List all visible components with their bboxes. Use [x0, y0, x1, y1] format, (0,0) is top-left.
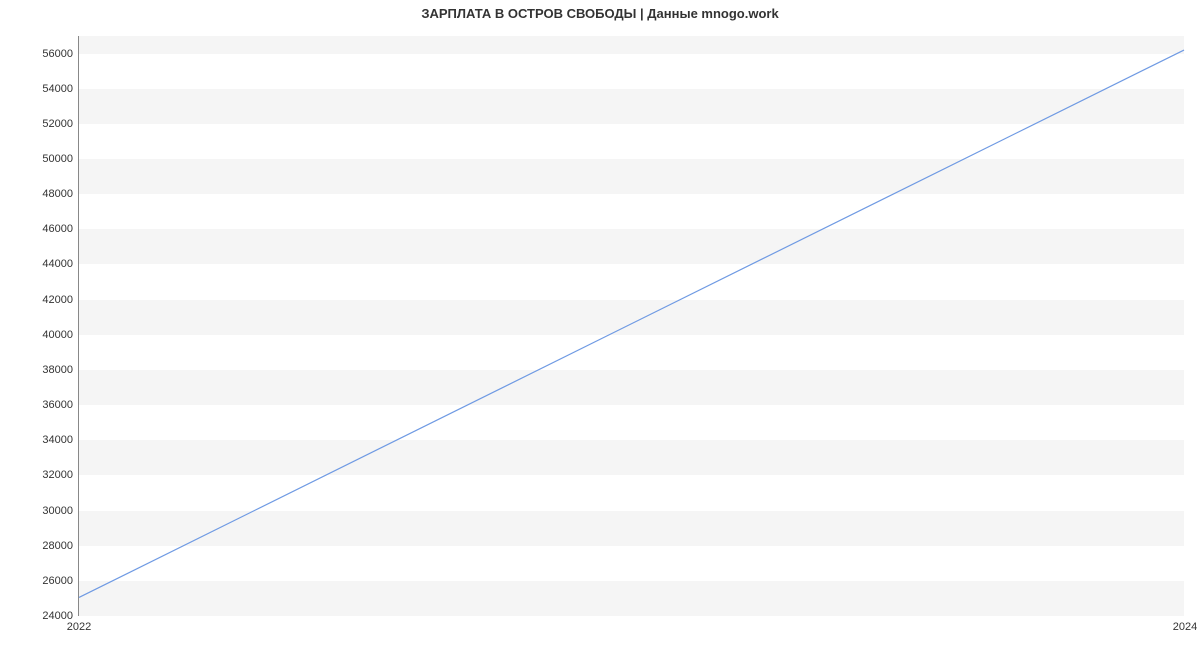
y-tick-label: 48000	[42, 188, 79, 200]
y-tick-label: 50000	[42, 153, 79, 165]
y-tick-label: 28000	[42, 540, 79, 552]
x-tick-label: 2022	[67, 615, 91, 633]
y-tick-label: 44000	[42, 258, 79, 270]
x-tick-label: 2024	[1173, 615, 1197, 633]
line-layer	[79, 36, 1184, 615]
y-tick-label: 36000	[42, 399, 79, 411]
y-tick-label: 40000	[42, 329, 79, 341]
salary-line-chart: ЗАРПЛАТА В ОСТРОВ СВОБОДЫ | Данные mnogo…	[0, 0, 1200, 650]
y-tick-label: 46000	[42, 223, 79, 235]
y-tick-label: 42000	[42, 294, 79, 306]
y-tick-label: 32000	[42, 469, 79, 481]
series-line	[79, 50, 1184, 597]
plot-area: 2400026000280003000032000340003600038000…	[78, 36, 1184, 616]
chart-title: ЗАРПЛАТА В ОСТРОВ СВОБОДЫ | Данные mnogo…	[0, 6, 1200, 21]
y-tick-label: 54000	[42, 83, 79, 95]
y-tick-label: 52000	[42, 118, 79, 130]
y-tick-label: 38000	[42, 364, 79, 376]
y-tick-label: 34000	[42, 434, 79, 446]
y-tick-label: 56000	[42, 48, 79, 60]
y-tick-label: 30000	[42, 505, 79, 517]
y-tick-label: 26000	[42, 575, 79, 587]
